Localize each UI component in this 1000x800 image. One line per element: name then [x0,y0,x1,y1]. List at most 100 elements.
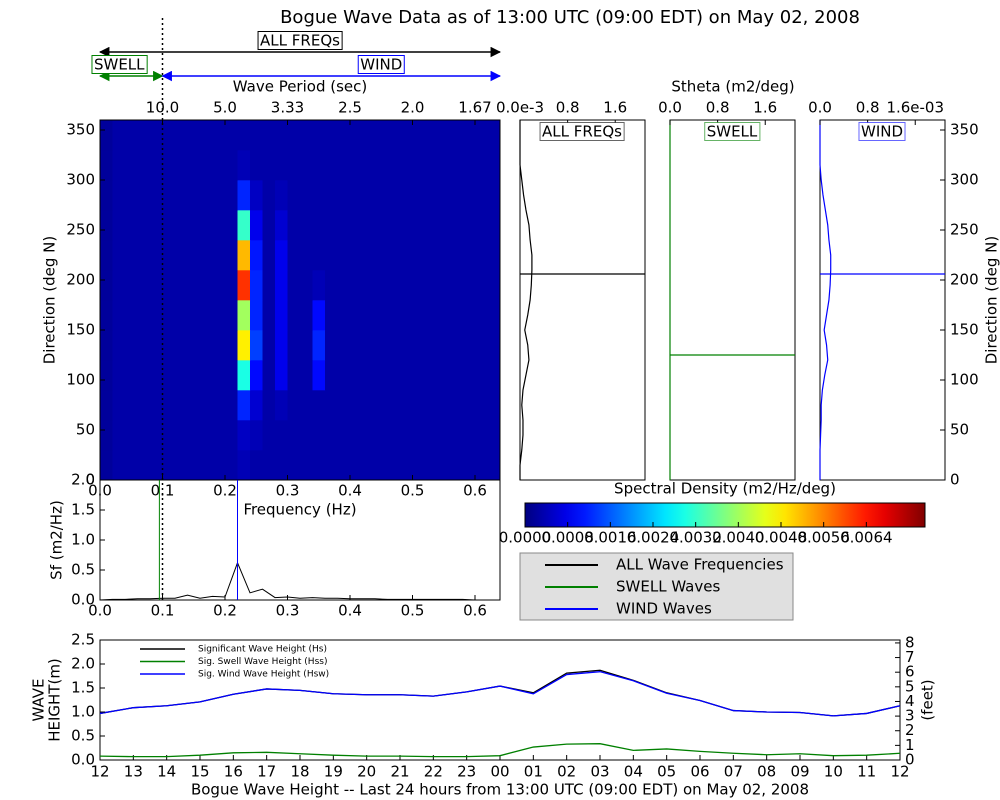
profile-line [819,120,832,480]
heatmap-cell [250,210,263,241]
heatmap-cell [150,120,163,151]
heatmap-cell [375,120,388,151]
heatmap-cell [275,180,288,211]
heatmap-cell [225,450,238,481]
heatmap-cell [425,420,438,451]
heatmap-cell [450,270,463,301]
heatmap-cell [437,330,451,361]
x-tick-label: 06 [690,763,709,781]
heatmap-cell [175,240,188,271]
y-tick-label: 250 [66,221,95,239]
heatmap-cell [350,180,363,211]
heatmap-cell [237,300,251,331]
heatmap-cell [412,300,426,331]
heatmap-cell [187,330,201,361]
heatmap-cell [112,390,126,421]
heatmap-cell [100,270,113,301]
heatmap-cell [225,270,238,301]
heatmap-cell [237,240,251,271]
heatmap-cell [337,240,351,271]
x-tick-label: 17 [257,763,276,781]
x-tick-label: 14 [157,763,176,781]
heatmap-cell [387,360,401,391]
heatmap-cell [125,180,138,211]
heatmap-cell [312,450,326,481]
heatmap-cell [350,120,363,151]
x-tick-label: 0.0040 [712,529,765,547]
x-tick-label: 07 [724,763,743,781]
heatmap-cell [375,390,388,421]
x-tick-label: 0.0008 [541,529,594,547]
heatmap-cell [350,450,363,481]
heatmap-cell [375,210,388,241]
heatmap-cell [225,300,238,331]
heatmap-cell [125,330,138,361]
heatmap-cell [262,420,276,451]
heatmap-cell [400,150,413,181]
y-tick-label: 5 [905,677,915,695]
heatmap-cell [150,150,163,181]
y-axis-label: HEIGHT(m) [46,658,64,742]
heatmap-cell [125,240,138,271]
heatmap-cell [425,120,438,151]
heatmap-cell [425,180,438,211]
heatmap-cell [475,180,488,211]
heatmap-cell [400,180,413,211]
heatmap-cell [475,450,488,481]
heatmap-cell [375,360,388,391]
heatmap-cell [162,450,176,481]
y-tick-label: 1.5 [71,679,95,697]
x-axis-label: Bogue Wave Height -- Last 24 hours from … [191,781,809,799]
heatmap-cell [362,240,376,271]
heatmap-cell [150,210,163,241]
heatmap-cell [100,300,113,331]
x-tick-label: 0.8 [556,99,580,117]
heatmap-cell [125,150,138,181]
heatmap-cell [112,450,126,481]
heatmap-cell [362,270,376,301]
x-tick-label: 0.6 [463,602,487,620]
heatmap-cell [462,120,476,151]
heatmap-cell [362,420,376,451]
heatmap-cell [262,240,276,271]
y-tick-label: 150 [66,321,95,339]
heatmap-cell [462,240,476,271]
heatmap-cell [362,210,376,241]
heatmap-cell [362,120,376,151]
heatmap-cell [175,270,188,301]
heatmap-cell [237,150,251,181]
x-tick-label: 5.0 [213,99,237,117]
heatmap-cell [250,360,263,391]
heatmap-cell [200,330,213,361]
x-tick-label: 23 [457,763,476,781]
x-tick-label: 22 [424,763,443,781]
heatmap-cell [162,330,176,361]
heatmap-cell [137,390,151,421]
heatmap-cell [200,420,213,451]
heatmap-cell [287,120,301,151]
heatmap-cell [175,390,188,421]
heatmap-cell [162,270,176,301]
heatmap-cell [187,450,201,481]
heatmap-cell [250,270,263,301]
heatmap-cell [225,120,238,151]
x-tick-label: 0.8 [706,99,730,117]
y2-axis-label: (feet) [919,679,937,720]
heatmap-cell [250,240,263,271]
heatmap-cell [100,120,113,151]
annotation-box [91,55,148,74]
heatmap-cell [275,450,288,481]
heatmap-cell [150,240,163,271]
heatmap-cell [225,150,238,181]
heatmap-cell [462,420,476,451]
heatmap-cell [387,150,401,181]
heatmap-cell [412,240,426,271]
heatmap-cell [325,360,338,391]
heatmap-cell [212,210,226,241]
x-tick-label: 0.5 [401,482,425,500]
heatmap-cell [487,360,501,391]
heatmap-cell [475,150,488,181]
x-tick-label: 03 [590,763,609,781]
x-tick-label: 1.6 [753,99,777,117]
heatmap-cell [137,120,151,151]
